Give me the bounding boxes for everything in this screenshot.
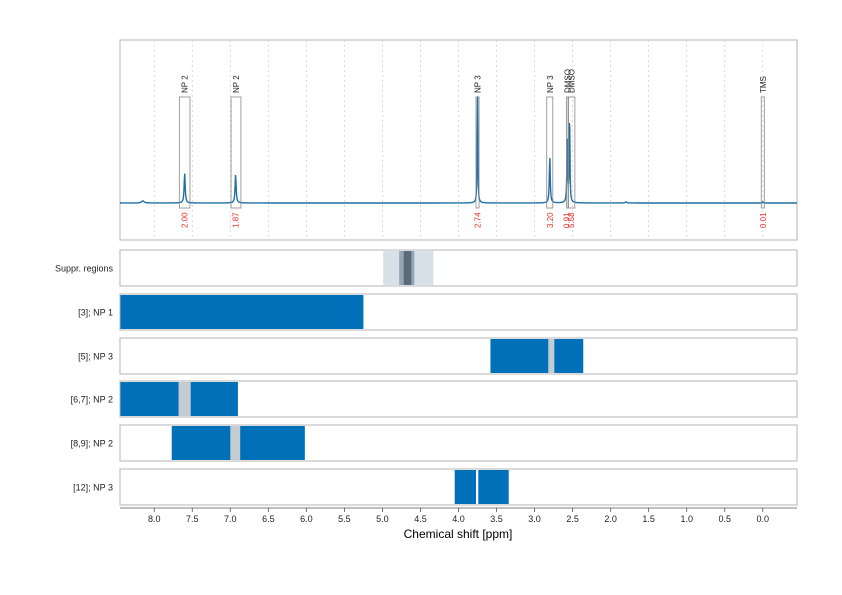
track-segment [490,339,584,373]
x-tick-label: 5.5 [338,514,351,524]
peak-region-box [475,96,480,209]
peak-region-box [760,96,765,209]
peak-region-box [546,96,554,209]
x-tick-label: 2.5 [566,514,579,524]
track-segment [178,382,191,416]
peak-label: NP 3 [474,75,483,93]
track-label: [8,9]; NP 2 [71,439,113,449]
peak-region-box [567,96,576,209]
track: Suppr. regions [55,249,798,287]
x-tick-label: 4.0 [452,514,465,524]
spectrum-line [120,96,797,204]
peak-region-box [566,96,569,209]
peak-region-box [178,96,191,209]
x-tick-label: 8.0 [148,514,161,524]
track-label: Suppr. regions [55,264,114,274]
integral-value: 0.91 [563,212,572,228]
x-axis: 8.0 7.5 7.0 6.5 6.0 5.5 5.0 4.5 4.0 3.5 3.0 2.5 2.0 1… [120,507,797,524]
track-label: [5]; NP 3 [78,352,113,362]
peak-label: NP 3 [546,75,555,93]
integral-value: 0.01 [759,212,768,228]
x-tick-label: 2.0 [604,514,617,524]
track-label: [3]; NP 1 [78,308,113,318]
x-tick-label: 4.5 [414,514,427,524]
track-segment [454,470,509,504]
track-segment [230,426,241,460]
x-tick-label: 3.0 [528,514,541,524]
peak-label: DMSO [564,69,573,93]
integral-value: 2.00 [181,212,190,228]
integral-value: 3.20 [546,212,555,228]
track: [8,9]; NP 2 [71,424,798,462]
peak-label: NP 2 [232,75,241,93]
integral-value: 2.74 [474,212,483,228]
x-tick-label: 6.0 [300,514,313,524]
x-tick-label: 7.5 [186,514,199,524]
spectrum-panel: NP 2 2.00 NP 2 1.87 NP 3 2.74 NP 3 3.20 DMSO 0.91… [119,39,798,241]
x-tick-label: 3.5 [490,514,503,524]
track-label: [6,7]; NP 2 [71,395,113,405]
track-segment [548,339,555,373]
track-label: [12]; NP 3 [73,483,113,493]
track-frame [119,337,798,375]
x-tick-label: 1.5 [642,514,655,524]
integral-value: 5.58 [567,212,576,228]
track: [5]; NP 3 [78,337,798,375]
peak-label: NP 2 [181,75,190,93]
track: [12]; NP 3 [73,468,798,506]
x-tick-label: 0.5 [718,514,731,524]
x-axis-label: Chemical shift [ppm] [404,527,513,541]
x-tick-label: 1.0 [680,514,693,524]
assignment-tracks: Suppr. regions [3]; NP 1 [5]; NP 3 [6,7]; N… [55,249,798,506]
x-tick-label: 5.0 [376,514,389,524]
x-tick-label: 7.0 [224,514,237,524]
x-tick-label: 6.5 [262,514,275,524]
track-segment [403,251,412,285]
track-frame [119,249,798,287]
track: [6,7]; NP 2 [71,380,798,418]
integral-value: 1.87 [232,212,241,228]
track: [3]; NP 1 [78,293,798,331]
peak-label: DMSO [567,69,576,93]
track-segment [475,470,479,504]
peak-region-box [230,96,242,209]
track-segment [120,295,364,329]
x-tick-label: 0.0 [757,514,770,524]
peak-label: TMS [759,76,768,93]
